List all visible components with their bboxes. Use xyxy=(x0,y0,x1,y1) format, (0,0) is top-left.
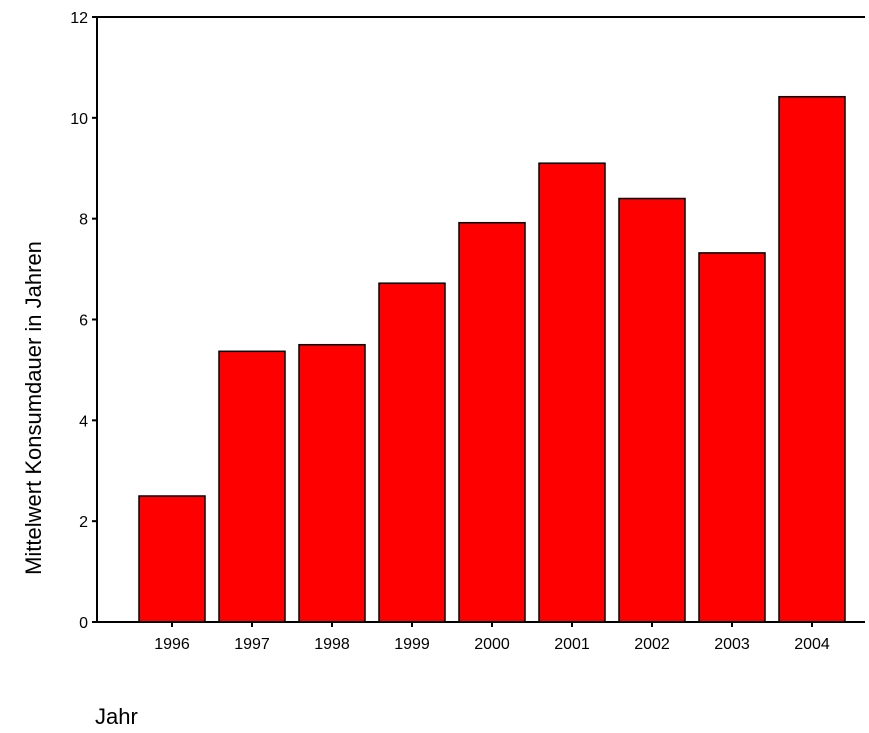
bar-2003 xyxy=(698,252,766,623)
bar-1999 xyxy=(378,282,446,623)
y-tick-label-12: 12 xyxy=(70,10,88,27)
bar-1996 xyxy=(138,495,206,623)
bar-2000 xyxy=(458,221,526,623)
x-tick-label-2000: 2000 xyxy=(474,636,510,653)
y-tick-label-6: 6 xyxy=(79,313,88,330)
y-tick-label-10: 10 xyxy=(70,111,88,128)
bar-1998 xyxy=(298,343,366,623)
bar-2004 xyxy=(778,95,846,623)
x-tick-label-1997: 1997 xyxy=(234,636,270,653)
y-axis-title: Mittelwert Konsumdauer in Jahren xyxy=(21,241,46,575)
bar-2002 xyxy=(618,197,686,623)
bars-layer xyxy=(138,95,846,623)
x-tick-label-1999: 1999 xyxy=(394,636,430,653)
y-tick-label-0: 0 xyxy=(79,615,88,632)
x-tick-label-2002: 2002 xyxy=(634,636,670,653)
y-tick-label-4: 4 xyxy=(79,413,88,430)
bar-1997 xyxy=(218,350,286,623)
y-tick-label-8: 8 xyxy=(79,212,88,229)
labels-layer: 0 2 4 6 8 10 12 1996 1997 1998 1999 2000 2001 2002 200… xyxy=(70,10,830,653)
x-tick-label-1998: 1998 xyxy=(314,636,350,653)
x-axis-title: Jahr xyxy=(95,704,138,728)
bar-2001 xyxy=(538,162,606,623)
x-tick-label-2004: 2004 xyxy=(794,636,830,653)
x-tick-label-1996: 1996 xyxy=(154,636,190,653)
x-tick-label-2003: 2003 xyxy=(714,636,750,653)
axes-layer xyxy=(92,16,865,627)
y-tick-label-2: 2 xyxy=(79,514,88,531)
x-tick-label-2001: 2001 xyxy=(554,636,590,653)
